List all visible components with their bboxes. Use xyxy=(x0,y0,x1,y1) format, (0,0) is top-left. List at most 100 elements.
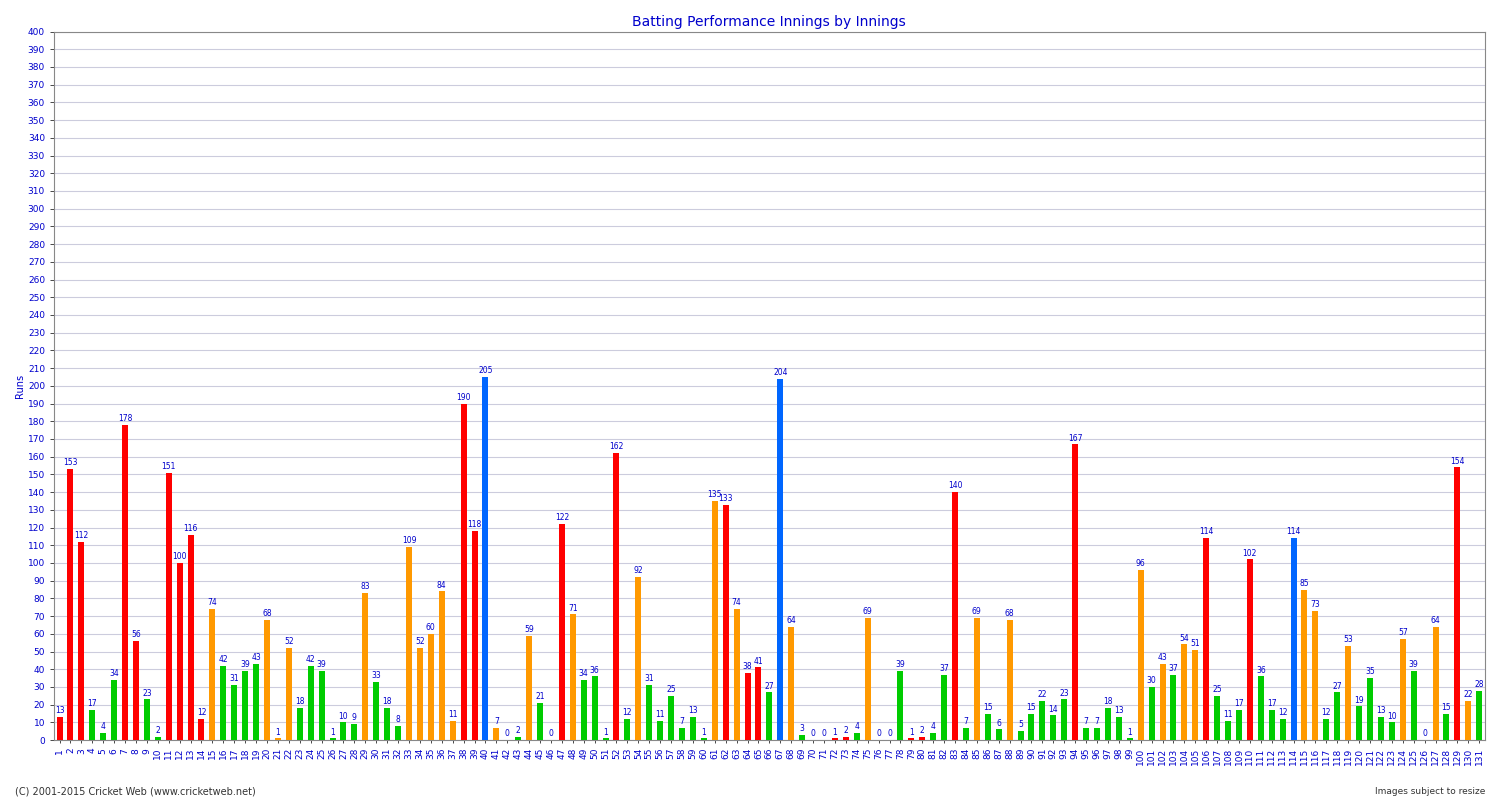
Text: 37: 37 xyxy=(939,664,950,673)
Bar xyxy=(210,609,216,740)
Bar xyxy=(1116,717,1122,740)
Bar xyxy=(1094,728,1100,740)
Bar xyxy=(1160,664,1166,740)
Bar xyxy=(1443,714,1449,740)
Text: 0: 0 xyxy=(822,730,827,738)
Text: 12: 12 xyxy=(622,708,632,717)
Text: 64: 64 xyxy=(786,616,796,625)
Text: 59: 59 xyxy=(524,625,534,634)
Bar xyxy=(909,738,915,740)
Bar xyxy=(1182,645,1188,740)
Bar xyxy=(788,626,794,740)
Bar xyxy=(1137,570,1143,740)
Bar xyxy=(144,699,150,740)
Text: 12: 12 xyxy=(1322,708,1330,717)
Text: 13: 13 xyxy=(1114,706,1124,715)
Bar xyxy=(756,667,762,740)
Text: 13: 13 xyxy=(54,706,64,715)
Text: 74: 74 xyxy=(207,598,218,607)
Text: 1: 1 xyxy=(330,727,334,737)
Text: 1: 1 xyxy=(702,727,706,737)
Bar xyxy=(1258,676,1264,740)
Text: 8: 8 xyxy=(396,715,400,724)
Bar xyxy=(1366,678,1372,740)
Text: 68: 68 xyxy=(262,609,272,618)
Text: 74: 74 xyxy=(732,598,741,607)
Bar xyxy=(363,593,369,740)
Bar xyxy=(340,722,346,740)
Bar xyxy=(78,542,84,740)
Text: 19: 19 xyxy=(1354,696,1364,705)
Bar xyxy=(154,737,160,740)
Text: 37: 37 xyxy=(1168,664,1179,673)
Text: 18: 18 xyxy=(382,698,392,706)
Bar xyxy=(920,737,926,740)
Bar xyxy=(1149,687,1155,740)
Text: 96: 96 xyxy=(1136,559,1146,568)
Text: 10: 10 xyxy=(339,712,348,721)
Title: Batting Performance Innings by Innings: Batting Performance Innings by Innings xyxy=(633,15,906,29)
Text: 5: 5 xyxy=(1019,721,1023,730)
Bar xyxy=(680,728,686,740)
Bar xyxy=(734,609,740,740)
Bar xyxy=(996,730,1002,740)
Text: 167: 167 xyxy=(1068,434,1083,442)
Text: 52: 52 xyxy=(416,638,424,646)
Bar xyxy=(165,473,171,740)
Bar xyxy=(1346,646,1352,740)
Bar xyxy=(1400,639,1406,740)
Bar xyxy=(471,531,477,740)
Text: 0: 0 xyxy=(506,730,510,738)
Bar xyxy=(1410,671,1416,740)
Bar xyxy=(657,721,663,740)
Text: 1: 1 xyxy=(276,727,280,737)
Text: 42: 42 xyxy=(306,655,315,664)
Bar xyxy=(537,703,543,740)
Bar xyxy=(514,737,520,740)
Bar xyxy=(1290,538,1296,740)
Text: 114: 114 xyxy=(1287,527,1300,537)
Bar xyxy=(777,378,783,740)
Text: 12: 12 xyxy=(196,708,206,717)
Text: 39: 39 xyxy=(1408,660,1419,670)
Bar xyxy=(111,680,117,740)
Bar xyxy=(122,425,128,740)
Text: 69: 69 xyxy=(972,607,981,616)
Bar xyxy=(188,534,194,740)
Bar xyxy=(570,614,576,740)
Text: 151: 151 xyxy=(162,462,176,471)
Bar xyxy=(1432,626,1438,740)
Text: 100: 100 xyxy=(172,552,188,562)
Text: 68: 68 xyxy=(1005,609,1014,618)
Text: 7: 7 xyxy=(1095,717,1100,726)
Bar xyxy=(1335,692,1341,740)
Text: 35: 35 xyxy=(1365,667,1376,676)
Text: 15: 15 xyxy=(982,702,993,712)
Text: 1: 1 xyxy=(1128,727,1132,737)
Bar xyxy=(384,708,390,740)
Bar xyxy=(242,671,248,740)
Text: 7: 7 xyxy=(1083,717,1089,726)
Text: 4: 4 xyxy=(930,722,936,731)
Text: 30: 30 xyxy=(1146,676,1156,685)
Text: 27: 27 xyxy=(1332,682,1342,690)
Text: 102: 102 xyxy=(1242,549,1257,558)
Bar xyxy=(1072,444,1078,740)
Bar xyxy=(1280,719,1286,740)
Text: 54: 54 xyxy=(1179,634,1190,642)
Text: 22: 22 xyxy=(1464,690,1473,699)
Text: 7: 7 xyxy=(494,717,500,726)
Text: 83: 83 xyxy=(360,582,370,591)
Bar xyxy=(374,682,380,740)
Text: 84: 84 xyxy=(436,581,447,590)
Text: 60: 60 xyxy=(426,623,435,632)
Text: 85: 85 xyxy=(1299,578,1310,588)
Bar xyxy=(766,692,772,740)
Text: 22: 22 xyxy=(1038,690,1047,699)
Text: 11: 11 xyxy=(448,710,458,719)
Text: 2: 2 xyxy=(920,726,924,734)
Text: 17: 17 xyxy=(1234,699,1244,708)
Bar xyxy=(526,635,532,740)
Text: 118: 118 xyxy=(468,520,482,530)
Bar xyxy=(700,738,706,740)
